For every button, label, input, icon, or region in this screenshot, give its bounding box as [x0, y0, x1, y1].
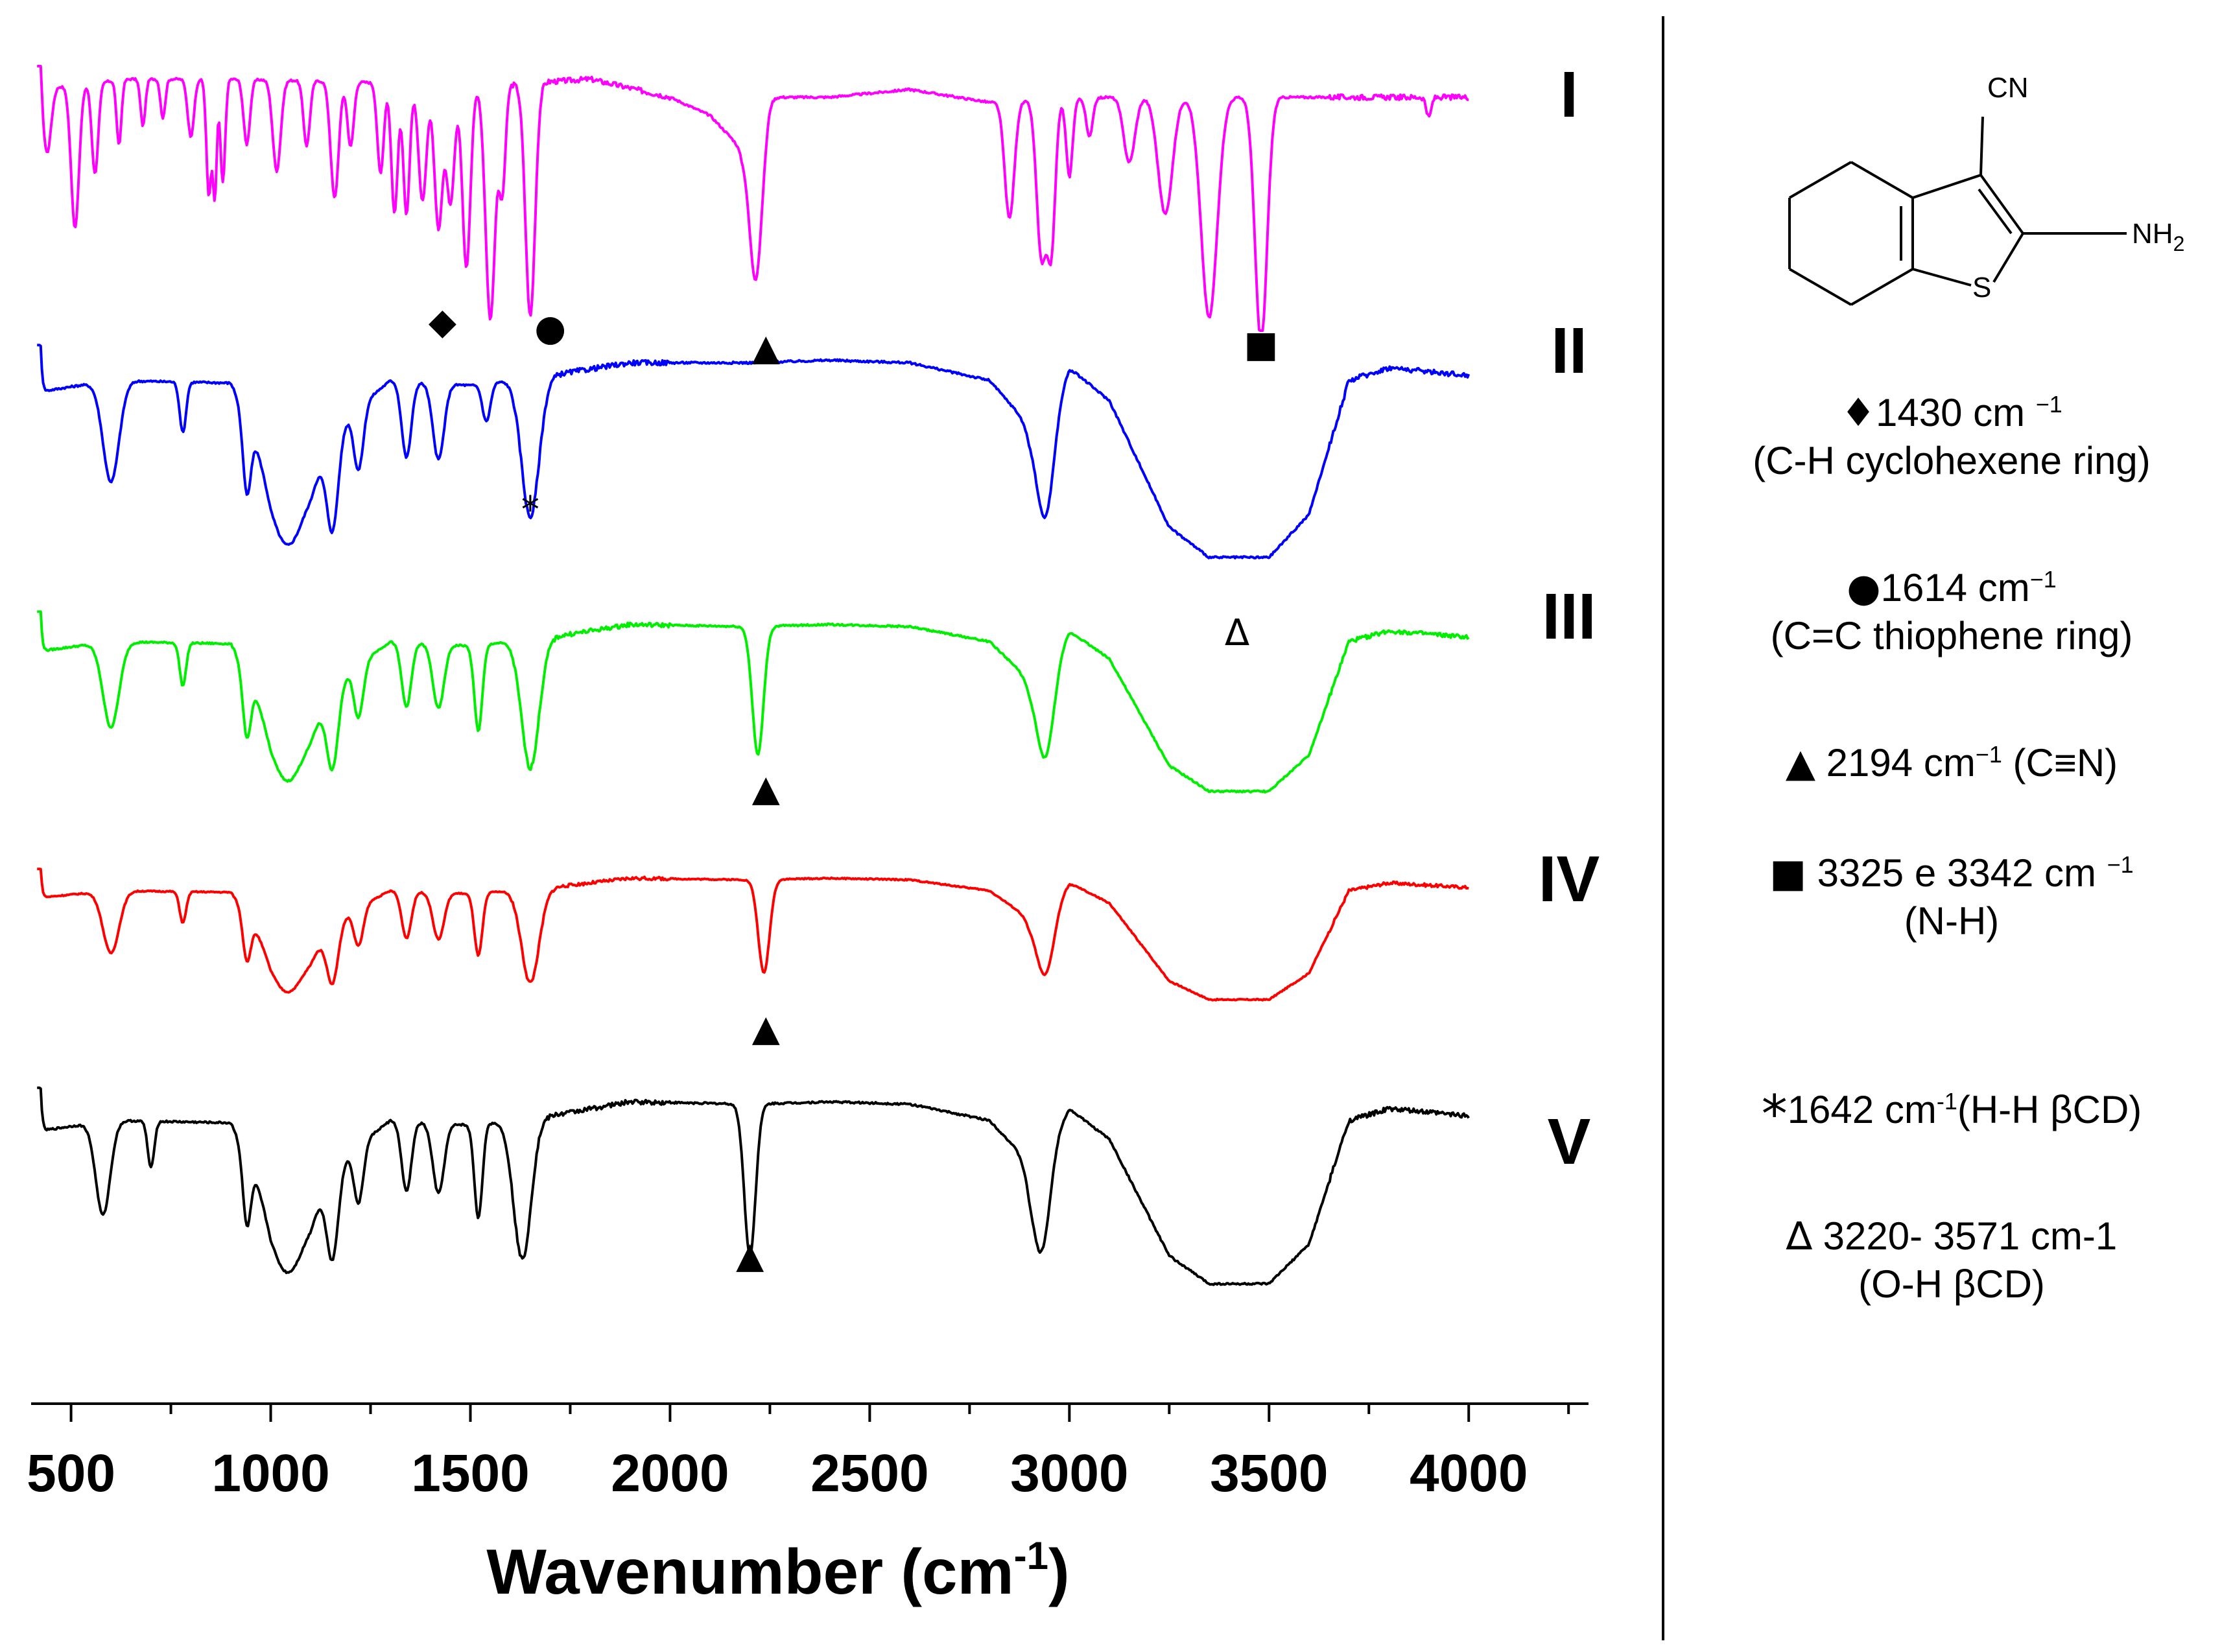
square-icon: ■ [1769, 851, 1806, 896]
band-marker-I-1: ● [534, 307, 566, 349]
molecule-bonds [1788, 116, 2127, 306]
spectra-group [37, 65, 1471, 1286]
series-line-II [37, 344, 1471, 560]
x-tick-label-2000: 2000 [611, 1444, 729, 1503]
x-tick-label-1000: 1000 [211, 1444, 329, 1503]
series-line-I [37, 65, 1469, 332]
series-line-III [37, 610, 1470, 794]
x-axis: 500 1000 1500 2000 2500 3000 3500 4000 [27, 1402, 1589, 1503]
x-tick-label-3500: 3500 [1210, 1444, 1328, 1503]
band-marker-I-2: ▲ [752, 327, 780, 369]
band-marker-II-1: Δ [1225, 612, 1249, 654]
x-tick-label-4000: 4000 [1410, 1444, 1528, 1503]
band-markers: ◆ ● ▲ ■ * Δ ▲ ▲ ▲ [429, 301, 1279, 1277]
legend-item-oh: ∆ 3220- 3571 cm-1 (O-H βCD) [1786, 1214, 2118, 1306]
x-axis-title: Wavenumber (cm-1) [486, 1534, 1069, 1607]
x-tick-label-500: 500 [27, 1444, 115, 1503]
delta-icon: ∆ [1786, 1214, 1812, 1259]
series-label-IV: IV [1539, 843, 1600, 915]
molecule-s-label: S [1972, 272, 1991, 303]
legend-item-2194: ▲ 2194 cm−1 (C≡N) [1785, 740, 2118, 786]
band-marker-I-3: ■ [1244, 324, 1279, 366]
series-label-I: I [1560, 58, 1578, 131]
molecule-structure: CN NH2 S [1788, 72, 2184, 306]
series-label-II: II [1551, 314, 1587, 387]
series-line-V [37, 1086, 1470, 1286]
x-tick-label-2500: 2500 [810, 1444, 928, 1503]
molecule-nh2-label: NH2 [2132, 218, 2184, 255]
band-marker-IV-0: ▲ [752, 1008, 780, 1050]
diamond-icon: ♦ [1841, 390, 1876, 436]
molecule-cn-label: CN [1987, 72, 2029, 104]
band-marker-II-0: * [521, 489, 539, 531]
legend-item-1614: ●1614 cm−1 (C=C thiophene ring) [1770, 565, 2133, 658]
asterisk-icon: * [1761, 1084, 1788, 1144]
series-label-III: III [1542, 580, 1596, 653]
series-line-IV [37, 867, 1469, 1002]
band-marker-I-0: ◆ [429, 301, 456, 343]
triangle-icon: ▲ [1785, 740, 1815, 786]
legend-item-nh: ■ 3325 e 3342 cm −1 (N-H) [1769, 851, 2134, 943]
series-label-V: V [1548, 1105, 1591, 1178]
circle-icon: ● [1847, 565, 1881, 611]
x-tick-label-3000: 3000 [1010, 1444, 1128, 1503]
legend-item-1430: ♦1430 cm −1 (C-H cyclohexene ring) [1753, 390, 2151, 483]
band-marker-V-0: ▲ [736, 1234, 764, 1277]
x-tick-label-1500: 1500 [411, 1444, 529, 1503]
band-marker-III-0: ▲ [752, 768, 780, 810]
legend-item-1642: *1642 cm-1(H-H βCD) [1761, 1084, 2142, 1144]
